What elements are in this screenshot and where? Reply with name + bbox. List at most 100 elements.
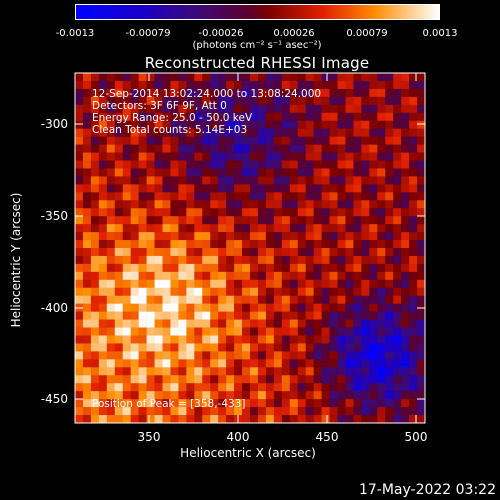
image-pixel: [234, 184, 243, 193]
image-pixel: [90, 224, 100, 233]
image-pixel: [242, 128, 251, 137]
image-pixel: [242, 391, 251, 400]
image-pixel: [250, 311, 259, 320]
image-pixel: [130, 311, 139, 320]
image-pixel: [377, 176, 386, 185]
image-pixel: [114, 383, 124, 392]
image-pixel: [257, 375, 267, 384]
image-pixel: [218, 128, 227, 137]
image-pixel: [337, 104, 346, 114]
image-pixel: [305, 248, 314, 257]
image-pixel: [130, 319, 139, 328]
image-pixel: [305, 104, 314, 114]
image-pixel: [385, 311, 394, 320]
image-pixel: [297, 295, 306, 304]
image-pixel: [281, 232, 291, 241]
image-pixel: [234, 335, 243, 344]
image-pixel: [401, 112, 410, 122]
image-pixel: [369, 96, 378, 106]
image-pixel: [75, 176, 84, 185]
image-pixel: [210, 152, 219, 161]
image-pixel: [106, 136, 116, 145]
image-pixel: [90, 311, 100, 320]
image-pixel: [98, 184, 108, 193]
image-pixel: [353, 184, 362, 193]
image-pixel: [321, 88, 330, 98]
image-pixel: [226, 263, 235, 273]
image-pixel: [329, 311, 338, 320]
image-pixel: [409, 152, 418, 161]
image-pixel: [377, 295, 386, 304]
image-pixel: [281, 335, 291, 344]
image-pixel: [321, 279, 330, 289]
image-pixel: [369, 128, 378, 137]
image-pixel: [265, 192, 275, 201]
image-pixel: [98, 303, 108, 312]
image-pixel: [210, 192, 219, 201]
image-pixel: [82, 112, 92, 122]
image-pixel: [138, 255, 147, 265]
image-pixel: [146, 295, 155, 304]
image-pixel: [146, 176, 155, 185]
image-pixel: [170, 152, 179, 161]
image-pixel: [273, 224, 283, 233]
image-pixel: [75, 80, 84, 90]
image-pixel: [281, 248, 291, 257]
image-pixel: [170, 351, 179, 360]
image-pixel: [130, 343, 139, 352]
image-pixel: [146, 80, 155, 90]
image-pixel: [417, 287, 426, 297]
image-pixel: [75, 160, 84, 169]
image-pixel: [273, 184, 283, 193]
image-pixel: [417, 407, 426, 416]
image-pixel: [202, 279, 211, 289]
image-pixel: [106, 263, 116, 273]
image-pixel: [369, 168, 378, 177]
image-pixel: [353, 73, 362, 82]
image-pixel: [210, 271, 219, 281]
image-pixel: [393, 88, 402, 98]
image-pixel: [297, 120, 306, 129]
image-pixel: [401, 144, 410, 153]
image-pixel: [289, 375, 299, 384]
image-pixel: [385, 88, 394, 98]
image-pixel: [106, 144, 116, 153]
image-pixel: [218, 255, 227, 265]
image-pixel: [226, 152, 235, 161]
image-pixel: [385, 96, 394, 106]
image-pixel: [265, 240, 275, 249]
image-pixel: [210, 311, 219, 320]
image-pixel: [417, 263, 426, 273]
image-pixel: [345, 232, 354, 241]
image-pixel: [154, 112, 163, 122]
image-pixel: [401, 351, 410, 360]
image-pixel: [218, 271, 227, 281]
image-pixel: [329, 208, 338, 217]
image-pixel: [218, 96, 227, 106]
image-pixel: [210, 104, 219, 114]
image-pixel: [257, 399, 267, 408]
image-pixel: [393, 160, 402, 169]
image-pixel: [138, 104, 147, 114]
image-pixel: [226, 391, 235, 400]
image-pixel: [75, 319, 84, 328]
image-pixel: [385, 160, 394, 169]
image-pixel: [361, 88, 370, 98]
image-pixel: [250, 407, 259, 416]
image-pixel: [178, 319, 187, 328]
image-pixel: [75, 136, 84, 145]
image-pixel: [154, 263, 163, 273]
image-pixel: [170, 136, 179, 145]
image-pixel: [130, 303, 139, 312]
image-pixel: [194, 391, 203, 400]
image-pixel: [98, 279, 108, 289]
image-pixel: [257, 279, 267, 289]
image-pixel: [337, 192, 346, 201]
image-pixel: [401, 128, 410, 137]
image-pixel: [401, 327, 410, 336]
image-pixel: [202, 88, 211, 98]
image-pixel: [393, 73, 402, 82]
image-pixel: [106, 287, 116, 297]
image-pixel: [305, 303, 314, 312]
image-pixel: [297, 232, 306, 241]
